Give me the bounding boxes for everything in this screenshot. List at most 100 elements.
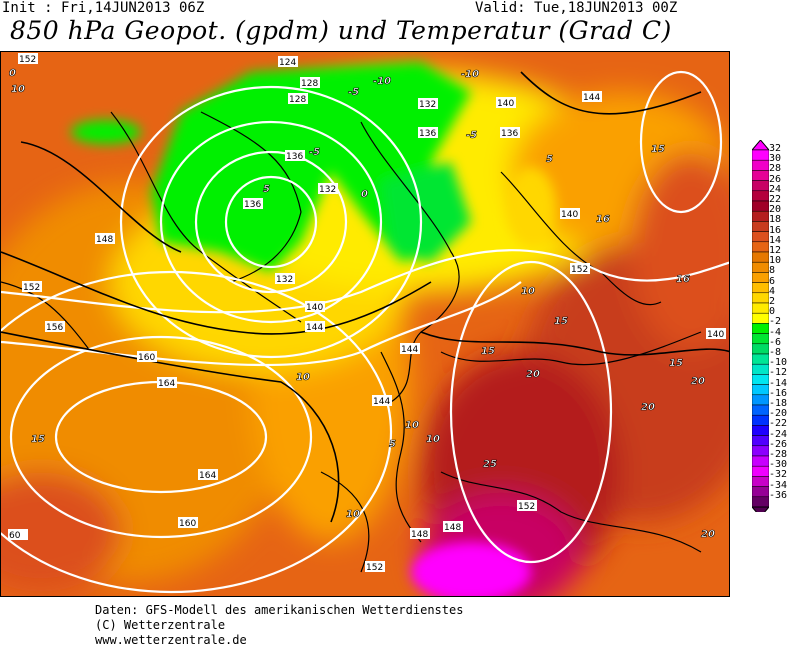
colorbar-swatch — [752, 353, 769, 365]
colorbar-swatch — [752, 221, 769, 232]
temperature-label: 20 — [691, 376, 705, 387]
geopotential-label: 152 — [570, 263, 590, 275]
colorbar-max-arrow — [752, 140, 769, 151]
colorbar-swatch — [752, 435, 769, 447]
colorbar-label: -28 — [769, 449, 788, 460]
svg-text:132: 132 — [276, 275, 293, 285]
geopotential-label: 152 — [22, 281, 42, 293]
colorbar-swatch — [752, 231, 769, 243]
temperature-label: 5 — [546, 154, 553, 165]
footer-copyright: (C) Wetterzentrale — [95, 618, 226, 632]
geopotential-label: 136 — [243, 198, 263, 210]
svg-text:160: 160 — [138, 353, 155, 363]
colorbar-label: -4 — [769, 326, 782, 338]
colorbar-swatch — [752, 200, 769, 212]
temperature-label: 10 — [346, 509, 360, 520]
colorbar-label: 14 — [769, 234, 782, 246]
temperature-label: -5 — [348, 87, 359, 98]
svg-text:136: 136 — [419, 129, 436, 139]
geopotential-label: 148 — [410, 528, 430, 540]
colorbar-swatch — [752, 384, 769, 396]
colorbar-swatch — [752, 190, 769, 202]
color-scale — [752, 140, 769, 512]
temperature-label: 15 — [31, 434, 45, 445]
temperature-label: 10 — [296, 372, 310, 383]
geopotential-label: 140 — [560, 208, 580, 220]
svg-text:140: 140 — [707, 330, 724, 340]
geopotential-label: 160 — [178, 517, 198, 529]
svg-text:164: 164 — [199, 471, 216, 481]
geopotential-label: 164 — [198, 469, 218, 481]
temperature-label: 10 — [11, 84, 25, 95]
colorbar-swatch — [752, 272, 769, 283]
footer-url: www.wetterzentrale.de — [95, 633, 247, 647]
footer-source: Daten: GFS-Modell des amerikanischen Wet… — [95, 603, 464, 617]
geopotential-label: 152 — [517, 500, 537, 512]
colorbar-label: 26 — [769, 173, 782, 185]
temperature-label: 5 — [263, 184, 270, 195]
svg-text:156: 156 — [46, 323, 63, 333]
geopotential-label: 152 — [18, 53, 38, 65]
temperature-label: 10 — [521, 286, 535, 297]
colorbar-swatch — [752, 455, 769, 467]
geopotential-label: 136 — [285, 150, 305, 162]
geopotential-label: 136 — [418, 127, 438, 139]
geopotential-label: 148 — [443, 521, 463, 533]
colorbar-label: -14 — [769, 377, 788, 389]
colorbar-label: 18 — [769, 214, 782, 226]
geopotential-label: 152 — [365, 561, 385, 573]
svg-text:144: 144 — [401, 345, 418, 355]
temperature-label: 15 — [554, 316, 568, 327]
temperature-label: -10 — [373, 76, 391, 87]
weather-map: 152 124 128 128 132 136 136 132 136 140 144 148 144 1… — [0, 51, 730, 597]
colorbar-label: 30 — [769, 153, 782, 165]
colorbar-label: -20 — [769, 408, 788, 420]
colorbar-swatch — [752, 251, 769, 263]
colorbar-swatch — [752, 425, 769, 436]
svg-text:152: 152 — [518, 502, 535, 512]
geopotential-label: 144 — [582, 91, 602, 103]
colorbar-label: -16 — [769, 387, 788, 399]
geopotential-label: 140 — [305, 301, 325, 313]
temperature-label: 16 — [676, 274, 690, 285]
geopotential-label: 140 — [706, 328, 726, 340]
colorbar-min-arrow — [752, 506, 769, 512]
colorbar-swatch — [752, 323, 769, 334]
geopotential-label: 144 — [305, 321, 325, 333]
colorbar-label: 22 — [769, 194, 782, 205]
svg-text:128: 128 — [301, 79, 318, 89]
temperature-label: 0 — [361, 189, 368, 200]
geopotential-label: 132 — [318, 183, 338, 195]
colorbar-swatch — [752, 241, 769, 253]
svg-text:144: 144 — [373, 397, 390, 407]
map-title: 850 hPa Geopot. (gpdm) und Temperatur (G… — [10, 16, 672, 45]
geopotential-label: 140 — [496, 97, 516, 109]
temperature-contours — [1, 71, 729, 523]
colorbar-swatch — [752, 476, 769, 487]
temperature-label: 10 — [426, 434, 440, 445]
svg-text:144: 144 — [306, 323, 323, 333]
temperature-label: -5 — [309, 147, 320, 158]
svg-text:136: 136 — [501, 129, 518, 139]
colorbar-swatch — [752, 159, 769, 171]
geopotential-label: 132 — [275, 273, 295, 285]
temperature-label: 20 — [641, 402, 655, 413]
svg-text:132: 132 — [419, 100, 436, 110]
colorbar-swatch — [752, 486, 769, 498]
colorbar-swatch — [752, 302, 769, 314]
colorbar-swatch — [752, 261, 769, 273]
colorbar-swatch — [752, 374, 769, 385]
svg-text:140: 140 — [497, 99, 514, 109]
geopotential-label: 144 — [372, 395, 392, 407]
svg-text:152: 152 — [19, 55, 36, 65]
colorbar-swatch — [752, 404, 769, 416]
colorbar-label: -30 — [769, 459, 788, 471]
colorbar-label: 8 — [769, 265, 776, 277]
temperature-label: 5 — [389, 439, 396, 450]
colorbar-label: 20 — [769, 204, 782, 216]
geopotential-label: 148 — [95, 233, 115, 245]
colorbar-label: -36 — [769, 489, 788, 501]
colorbar-swatch — [752, 496, 769, 508]
colorbar-label: -2 — [769, 316, 782, 328]
colorbar-swatch — [752, 282, 769, 294]
